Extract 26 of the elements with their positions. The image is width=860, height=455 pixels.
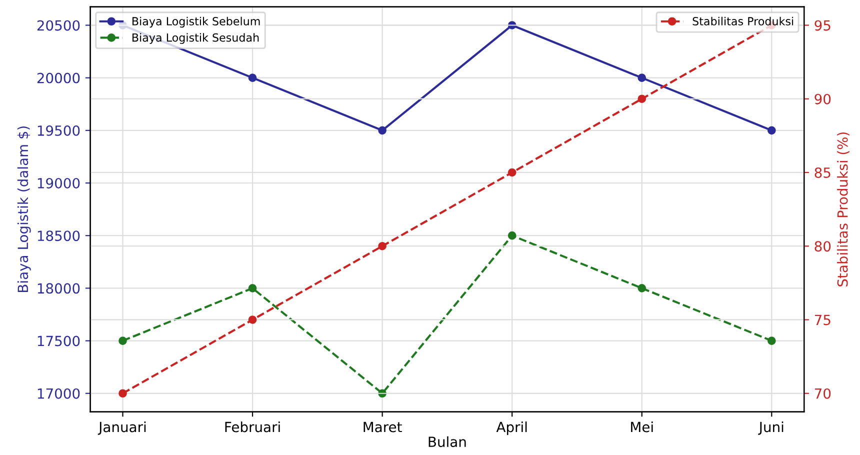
y-tick-label: 18000: [38, 283, 80, 294]
legend-label: Stabilitas Produksi: [692, 16, 794, 26]
x-axis-title: Bulan: [428, 436, 466, 448]
x-tick-label: April: [496, 421, 527, 435]
y2-axis-title: Stabilitas Produksi (%): [837, 132, 850, 286]
y2-tick-label: 85: [814, 167, 830, 178]
legend-label: Biaya Logistik Sebelum: [132, 16, 260, 28]
y-tick-label: 19000: [38, 178, 80, 188]
x-tick-label: Februari: [225, 421, 280, 432]
x-tick-label: Mei: [631, 421, 653, 432]
y-tick-label: 20000: [37, 72, 80, 84]
y2-tick-label: 70: [814, 388, 831, 399]
y-tick-label: 17000: [38, 388, 80, 399]
y-tick-label: 20500: [37, 20, 80, 31]
x-tick-label: Maret: [364, 422, 402, 432]
y2-tick-label: 95: [814, 20, 830, 31]
y-tick-label: 18500: [38, 230, 80, 242]
y-tick-label: 17500: [38, 336, 80, 346]
x-tick-label: Juni: [758, 421, 784, 435]
y2-tick-label: 75: [814, 314, 830, 326]
y-tick-label: 19500: [38, 125, 80, 136]
y-axis-title: Biaya Logistik (dalam $): [17, 126, 31, 292]
y2-tick-label: 90: [814, 94, 831, 104]
y2-tick-label: 80: [814, 241, 831, 252]
x-tick-label: Januari: [98, 421, 146, 435]
legend-label: Biaya Logistik Sesudah: [132, 33, 259, 44]
